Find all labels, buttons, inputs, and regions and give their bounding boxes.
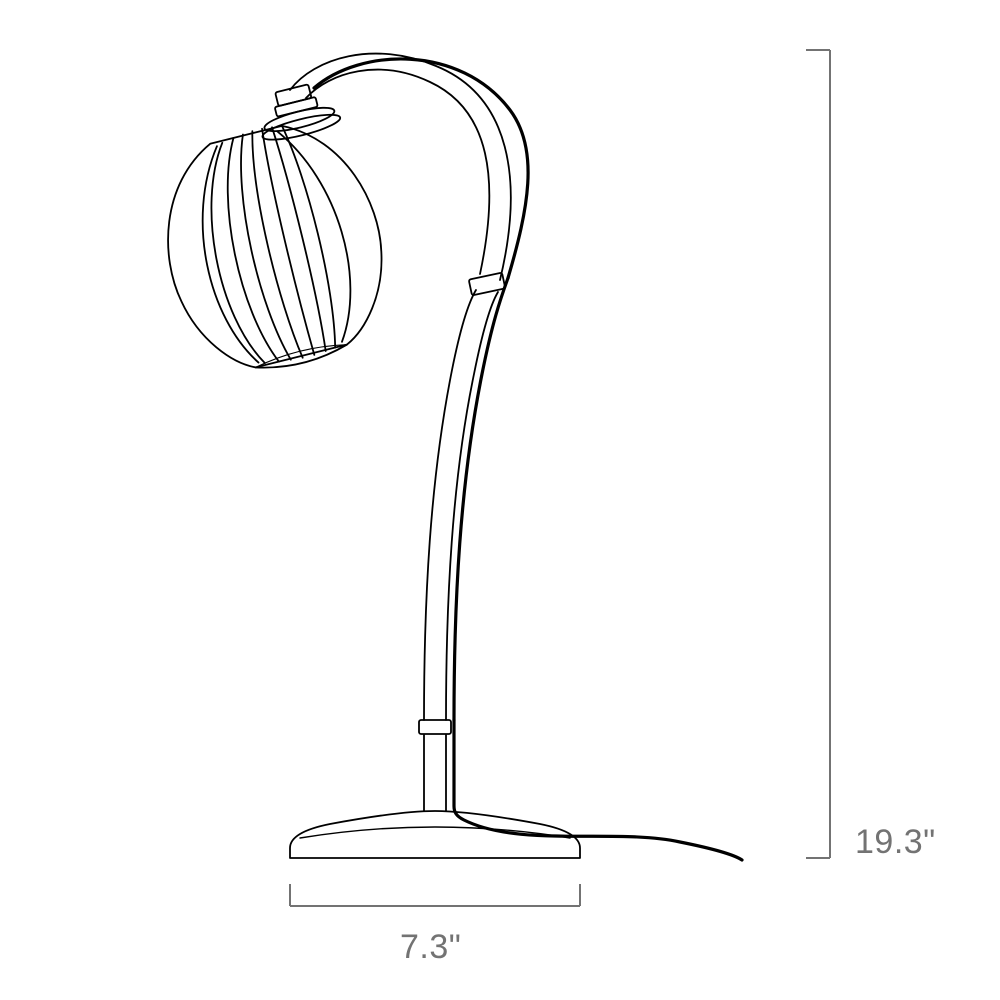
height-dimension-label: 19.3" [855,823,936,861]
lamp-shade [143,107,405,388]
lamp-arm [290,54,511,280]
lamp-cord [314,59,742,860]
lamp-dimension-diagram: 19.3" 7.3" [0,0,1000,1000]
lamp-drawing [143,54,742,860]
dimension-guides [290,50,830,906]
lamp-socket [253,79,342,145]
height-guide [806,50,830,858]
base-width-guide [290,884,580,906]
base-width-dimension-label: 7.3" [400,928,461,966]
lamp-stem [419,273,505,811]
